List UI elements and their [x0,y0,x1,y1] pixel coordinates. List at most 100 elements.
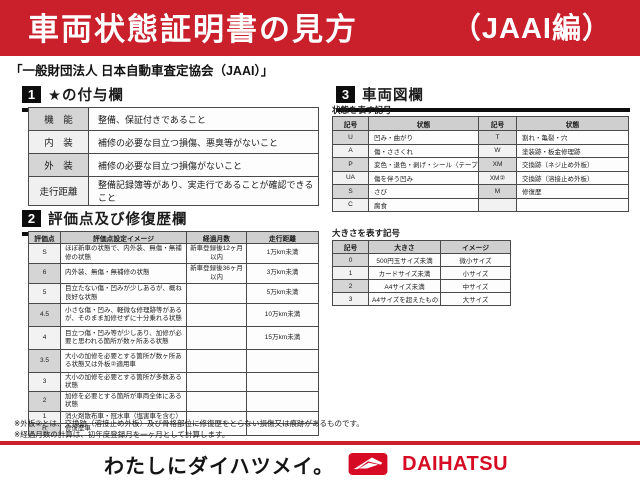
star-criteria-table: 機 能 整備、保証付きであること 内 装 補修の必要な目立つ損傷、悪臭等がないこ… [28,107,319,206]
table-header-row: 記号 状態 記号 状態 [332,116,629,131]
condition-cell: さび [368,184,479,199]
grade-desc-cell: 小さな傷・凹み、軽微な修理跡等があるが、そのまま加修せずに十分乗れる状態 [60,303,187,327]
grade-cell: 3.5 [28,349,61,373]
size-image-cell: 微小サイズ [440,253,511,267]
footer-divider [0,441,640,445]
column-header: 記号 [478,116,517,131]
size-image-cell: 大サイズ [440,292,511,306]
grade-cell: S [28,243,61,264]
footnote-line: ※経過月数の計算は、初年度登録月を一ヶ月として計算します。 [14,429,230,439]
grade-cell: 4 [28,326,61,350]
mileage-cell: 1万km未満 [246,243,319,264]
months-cell [186,371,247,393]
brand-slogan: わたしにダイハツメイ。 [103,455,335,478]
size-symbol-cell: 3 [332,292,369,306]
daihatsu-logo-icon [348,453,388,475]
size-symbol-cell: 0 [332,253,369,267]
months-cell: 新車登録後12ヶ月以内 [186,243,247,264]
section-2-title: 評価点及び修復歴欄 [48,212,188,228]
symbol-cell: A [332,143,369,158]
size-symbol-cell: 2 [332,279,369,293]
condition-cell: 割れ・亀裂・穴 [516,130,629,145]
size-cell: 500円玉サイズ未満 [368,253,441,267]
mileage-cell [246,391,319,412]
symbol-cell: XM [478,157,517,172]
symbol-cell: M [478,184,517,199]
criteria-value: 整備記録簿等があり、実走行であることが確認できること [88,176,319,206]
symbol-cell: C [332,197,369,212]
sizes-table-caption: 大きさを表す記号 [332,228,401,238]
table-row: UA 傷を伴う凹み XM② 交換跡（溶接止め外板） [332,170,629,185]
symbol-cell: T [478,130,517,145]
mileage-cell: 15万km未満 [246,326,319,350]
section-3-heading: 3 車両図欄 [336,84,630,112]
condition-cell: 凹み・曲がり [368,130,479,145]
table-row: P 変色・退色・剥げ・シール（テープ）跡 XM 交換跡（ネジ止め外板） [332,157,629,172]
criteria-value: 補修の必要な目立つ損傷、悪臭等がないこと [88,130,319,154]
table-row: 1 カードサイズ未満 小サイズ [332,266,511,280]
table-row: 機 能 整備、保証付きであること [28,107,319,131]
grade-desc-cell: 目立つ傷・凹み等が少しあり、加修が必要と思われる箇所が数ヶ所ある状態 [60,326,187,350]
table-header-row: 記号 大きさ イメージ [332,240,511,254]
page-title: 車両状態証明書の見方 [28,11,358,47]
months-cell [186,326,247,350]
table-row: 2 A4サイズ未満 中サイズ [332,279,511,293]
symbol-cell: P [332,157,369,172]
size-image-cell: 中サイズ [440,279,511,293]
criteria-label: 走行距離 [28,176,89,206]
column-header: 経過月数 [186,231,247,244]
criteria-label: 外 装 [28,153,89,177]
column-header: 記号 [332,240,369,254]
symbol-cell: S [332,184,369,199]
size-cell: A4サイズ未満 [368,279,441,293]
table-row: 3 A4サイズを超えたもの 大サイズ [332,292,511,306]
symbol-cell: U [332,130,369,145]
grade-history-table: 評価点 評価点設定イメージ 経過月数 走行距離 S ほぼ新車の状態で、内外装、無… [28,231,319,436]
table-row: 外 装 補修の必要な目立つ損傷がないこと [28,153,319,177]
size-symbol-cell: 1 [332,266,369,280]
grade-desc-cell: ほぼ新車の状態で、内外装、無傷・無補修の状態 [60,243,187,264]
symbol-cell: XM② [478,170,517,185]
mileage-cell: 10万km未満 [246,303,319,327]
size-symbols-table: 記号 大きさ イメージ 0 500円玉サイズ未満 微小サイズ 1 カードサイズ未… [332,240,511,306]
table-row: R 修復歴車 [28,422,319,436]
grade-desc-cell: 目立たない傷・凹みが少しあるが、概ね良好な状態 [60,283,187,304]
grade-desc-cell: 修復歴車 [60,422,187,436]
grade-desc-cell: 大小の加修を必要とする箇所が数ヶ所ある状態又は外板②適用車 [60,349,187,373]
table-row: 2 加修を必要とする箇所が車両全体にある状態 [28,391,319,412]
section-3-title: 車両図欄 [362,88,424,104]
table-row: 3.5 大小の加修を必要とする箇所が数ヶ所ある状態又は外板②適用車 [28,349,319,373]
table-row: 3 大小の加修を必要とする箇所が多数ある状態 [28,371,319,393]
symbol-cell [478,197,517,212]
table-row: S ほぼ新車の状態で、内外装、無傷・無補修の状態 新車登録後12ヶ月以内 1万k… [28,243,319,264]
column-header: 状態 [368,116,479,131]
footnotes: ※外板②とは、交換跡（溶接止め外板）及び骨格部位に修復歴をとらない損傷又は痕跡が… [14,419,364,440]
organization-subtitle: 「一般財団法人 日本自動車査定協会（JAAI）」 [10,64,274,78]
section-2-number: 2 [22,210,41,227]
table-row: 0 500円玉サイズ未満 微小サイズ [332,253,511,267]
criteria-label: 内 装 [28,130,89,154]
grade-desc-cell: 大小の加修を必要とする箇所が多数ある状態 [60,371,187,393]
table-row: U 凹み・曲がり T 割れ・亀裂・穴 [332,130,629,145]
column-header: 評価点設定イメージ [60,231,187,244]
symbols-table-caption: 状態を表す記号 [332,105,392,115]
section-1-number: 1 [22,86,41,103]
condition-cell: 傷を伴う凹み [368,170,479,185]
table-row: A 傷・ささくれ W 塗装跡・板金修理跡 [332,143,629,158]
condition-symbols-table: 記号 状態 記号 状態 U 凹み・曲がり T 割れ・亀裂・穴 A 傷・ささくれ … [332,116,629,212]
condition-cell: 傷・ささくれ [368,143,479,158]
months-cell: 新車登録後36ヶ月以内 [186,263,247,284]
months-cell [186,303,247,327]
months-cell [186,391,247,412]
symbol-cell: UA [332,170,369,185]
section-1-title: ★の付与欄 [48,88,124,104]
column-header: 走行距離 [246,231,319,244]
table-row: 内 装 補修の必要な目立つ損傷、悪臭等がないこと [28,130,319,154]
table-row: 6 内外装、無傷・無補修の状態 新車登録後36ヶ月以内 3万km未満 [28,263,319,284]
mileage-cell [246,422,319,436]
criteria-value: 整備、保証付きであること [88,107,319,131]
title-banner: 車両状態証明書の見方 （JAAI編） [0,0,640,56]
months-cell [186,283,247,304]
page-title-edition: （JAAI編） [451,13,612,45]
